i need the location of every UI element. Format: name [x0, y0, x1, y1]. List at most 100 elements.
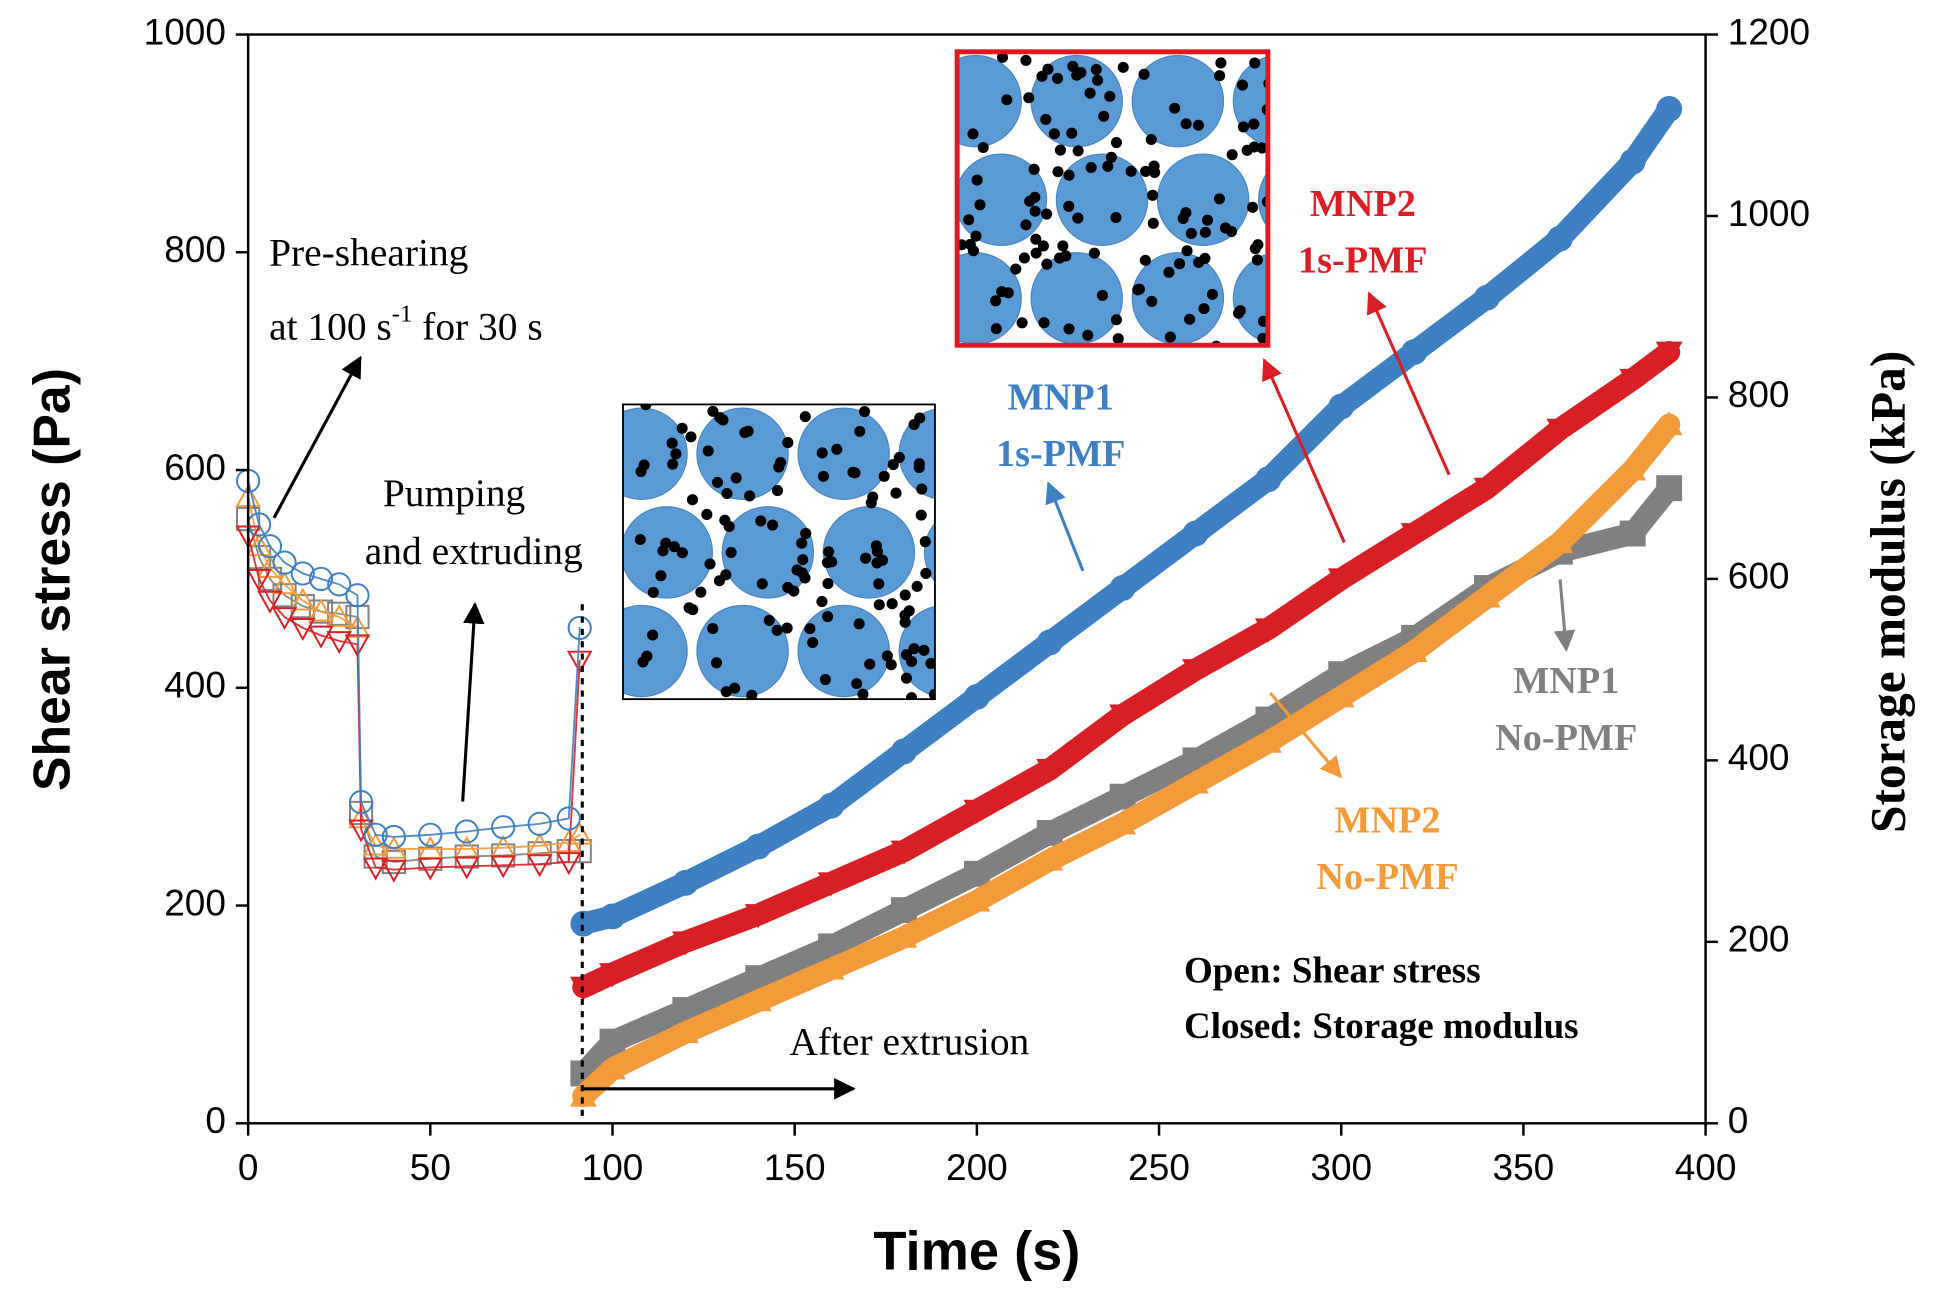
particle	[1232, 56, 1268, 146]
nanoparticle	[720, 686, 732, 698]
nanoparticle	[1010, 263, 1022, 275]
nanoparticle	[804, 623, 816, 635]
x-tick-label: 50	[410, 1147, 451, 1188]
nanoparticle	[655, 570, 667, 582]
y2-tick-label: 400	[1728, 737, 1790, 778]
annotation: Pumping	[383, 471, 525, 515]
nanoparticle	[971, 174, 983, 186]
arrow	[1262, 358, 1346, 544]
nanoparticle	[817, 470, 830, 482]
marker	[671, 931, 699, 956]
nanoparticle	[721, 487, 733, 500]
nanoparticle	[797, 554, 809, 566]
inset-frame	[954, 49, 1271, 348]
nanoparticle	[990, 295, 1002, 307]
nanoparticle	[928, 688, 935, 700]
nanoparticle	[1072, 145, 1084, 157]
nanoparticle	[816, 447, 828, 459]
marker	[599, 963, 626, 988]
nanoparticle	[893, 451, 905, 463]
nanoparticle	[1132, 284, 1144, 296]
y-tick-label: 0	[205, 1100, 226, 1141]
nanoparticle	[1110, 211, 1122, 224]
marker	[1036, 629, 1063, 656]
nanoparticle	[915, 509, 927, 521]
nanoparticle	[1024, 195, 1036, 207]
nanoparticle	[1082, 329, 1094, 341]
y2-tick-label: 200	[1728, 919, 1790, 960]
nanoparticle	[701, 508, 713, 521]
nanoparticle	[730, 472, 742, 484]
nanoparticle	[920, 567, 932, 579]
nanoparticle	[799, 411, 811, 423]
nanoparticle	[890, 487, 902, 499]
inset	[957, 51, 1268, 346]
series-label: MNP1	[1513, 660, 1619, 702]
marker	[569, 1082, 597, 1107]
nanoparticle	[853, 618, 865, 630]
nanoparticle	[1117, 61, 1129, 73]
nanoparticle	[1096, 289, 1108, 301]
nanoparticle	[767, 519, 779, 531]
nanoparticle	[1067, 60, 1079, 73]
nanoparticle	[1030, 233, 1042, 245]
marker	[1473, 583, 1501, 608]
marker	[744, 904, 772, 929]
nanoparticle	[911, 580, 923, 592]
marker	[290, 594, 315, 619]
annotation-part: at 100 s	[269, 305, 392, 349]
y2-tick-label: 800	[1728, 374, 1790, 415]
marker	[308, 625, 334, 649]
nanoparticle	[1145, 133, 1157, 146]
marker	[349, 790, 374, 815]
nanoparticle	[1020, 219, 1032, 231]
nanoparticle	[1164, 331, 1176, 343]
marker	[1109, 810, 1136, 835]
series-label: MNP2	[1310, 183, 1416, 225]
particle	[957, 54, 1022, 148]
y-tick-label: 1000	[144, 11, 226, 52]
marker	[1546, 225, 1573, 252]
nanoparticle	[821, 557, 834, 569]
nanoparticle	[1233, 307, 1245, 319]
arrow	[1553, 579, 1576, 652]
marker	[1327, 568, 1355, 593]
nanoparticle	[1088, 247, 1100, 259]
marker	[1036, 820, 1063, 846]
marker	[1036, 846, 1064, 871]
marker	[963, 860, 990, 887]
marker	[1400, 523, 1428, 548]
marker	[1473, 477, 1501, 502]
nanoparticle	[1102, 160, 1114, 172]
marker	[745, 965, 772, 992]
marker	[1619, 368, 1647, 393]
nanoparticle	[918, 644, 930, 656]
nanoparticle	[1249, 242, 1261, 255]
nanoparticle	[851, 678, 863, 690]
marker	[556, 806, 581, 831]
nanoparticle	[756, 578, 768, 590]
nanoparticle	[1147, 217, 1159, 229]
nanoparticle	[996, 51, 1009, 63]
nanoparticle	[873, 578, 885, 590]
nanoparticle	[1052, 72, 1064, 84]
marker	[381, 835, 407, 859]
nanoparticle	[1140, 165, 1152, 177]
marker	[491, 815, 516, 840]
nanoparticle	[899, 616, 911, 628]
nanoparticle	[1125, 165, 1137, 177]
marker	[246, 569, 272, 593]
nanoparticle	[1075, 67, 1087, 79]
nanoparticle	[1146, 295, 1158, 307]
nanoparticle	[755, 515, 767, 527]
nanoparticle	[1139, 254, 1151, 266]
nanoparticle	[1016, 317, 1028, 329]
nanoparticle	[1249, 57, 1261, 69]
x-tick-label: 100	[582, 1147, 644, 1188]
nanoparticle	[1236, 79, 1248, 91]
marker	[348, 819, 374, 843]
nanoparticle	[668, 541, 680, 553]
y-tick-label: 800	[164, 229, 226, 270]
marker	[290, 561, 315, 586]
